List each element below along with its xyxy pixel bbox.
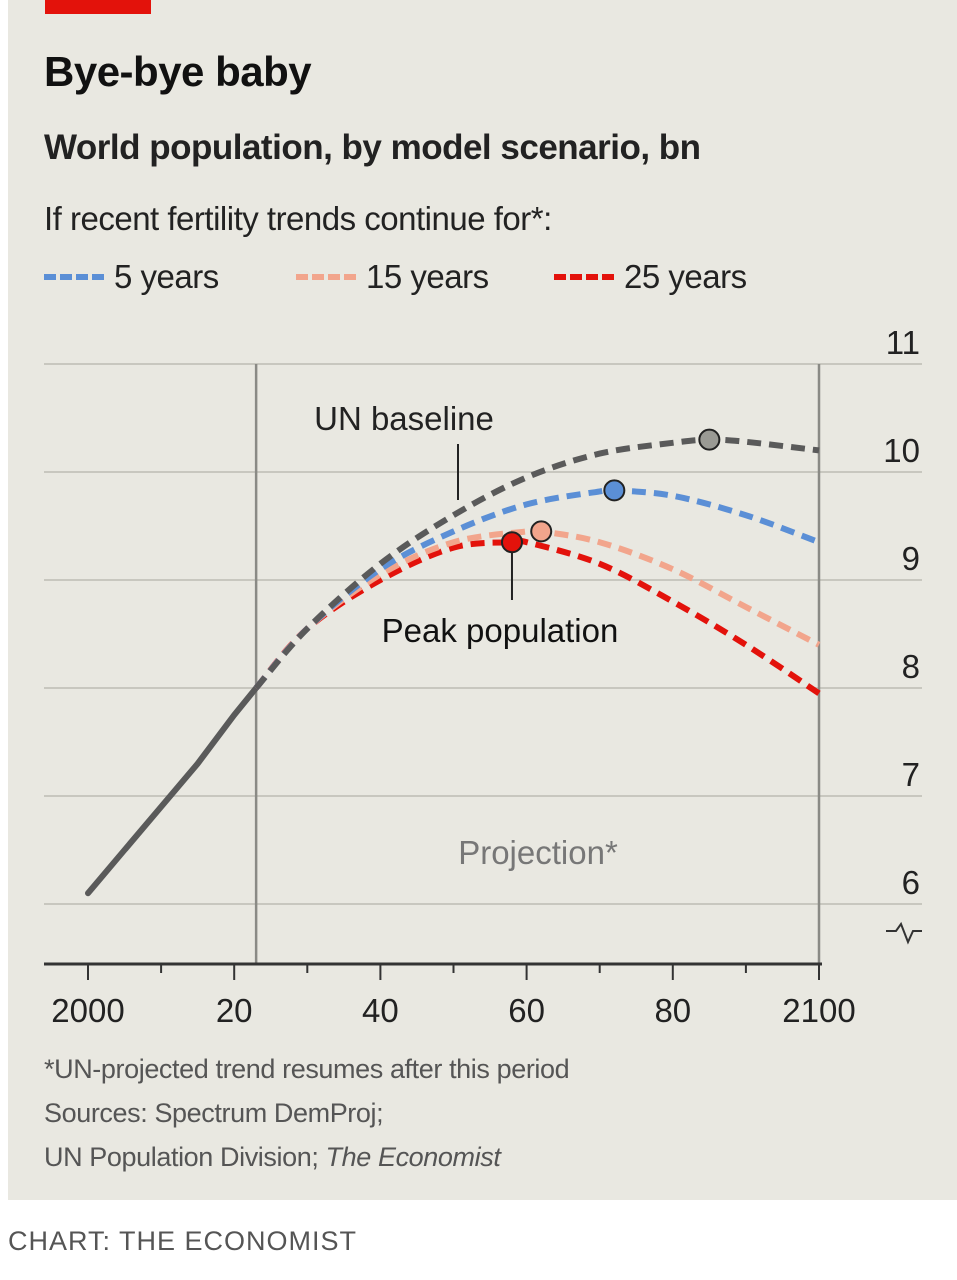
projection-label: Projection* [458,834,618,871]
peak-marker-5-years [603,479,626,502]
brand-red-tag [45,0,151,14]
y-tick-label-6: 6 [902,864,920,901]
annotation-un-baseline: UN baseline [314,400,494,437]
series-line-un-baseline [253,436,820,690]
legend-item-25-years: 25 years [554,258,747,296]
chart-credit: CHART: THE ECONOMIST [8,1226,358,1256]
x-tick-label-40: 40 [362,992,399,1029]
legend-label-15-years: 15 years [366,258,489,295]
legend-item-5-years: 5 years [44,258,219,296]
legend-title: If recent fertility trends continue for*… [44,200,552,237]
x-tick-label-80: 80 [654,992,691,1029]
legend-swatch-25-years [554,274,614,280]
population-line-chart: 6 7 8 9 10 11 Projection* 2000 20 40 60 80 2100 UN ba… [44,324,922,1029]
sources-line-2: UN Population Division; The Economist [44,1142,501,1173]
peak-marker-25-years [500,531,523,554]
x-tick-label-2000: 2000 [51,992,124,1029]
chart-title: Bye-bye baby [44,48,312,95]
peak-marker-un-baseline [698,428,721,451]
legend: 5 years 15 years 25 years [44,258,924,302]
sources-line-1: Sources: Spectrum DemProj; [44,1098,384,1128]
legend-swatch-15-years [296,274,356,280]
y-tick-label-9: 9 [902,540,920,577]
footnote: *UN-projected trend resumes after this p… [44,1054,570,1084]
historical-line [85,685,260,897]
x-tick-label-20: 20 [216,992,253,1029]
chart-card [8,0,957,1200]
legend-swatch-5-years [44,274,104,280]
y-tick-label-8: 8 [902,648,920,685]
y-tick-label-10: 10 [883,432,920,469]
legend-label-25-years: 25 years [624,258,747,295]
legend-label-5-years: 5 years [114,258,219,295]
sources-un: UN Population Division; [44,1142,326,1172]
series-line-5-years [253,486,821,690]
sources-economist: The Economist [325,1142,501,1172]
axis-break-icon [886,921,922,945]
annotation-peak-population: Peak population [382,612,619,649]
series-line-15-years [253,527,821,690]
peak-marker-15-years [530,520,553,543]
legend-item-15-years: 15 years [296,258,489,296]
y-tick-label-11: 11 [886,324,920,361]
chart-subtitle: World population, by model scenario, bn [44,128,701,167]
x-tick-label-60: 60 [508,992,545,1029]
x-tick-label-2100: 2100 [782,992,855,1029]
y-tick-label-7: 7 [902,756,920,793]
